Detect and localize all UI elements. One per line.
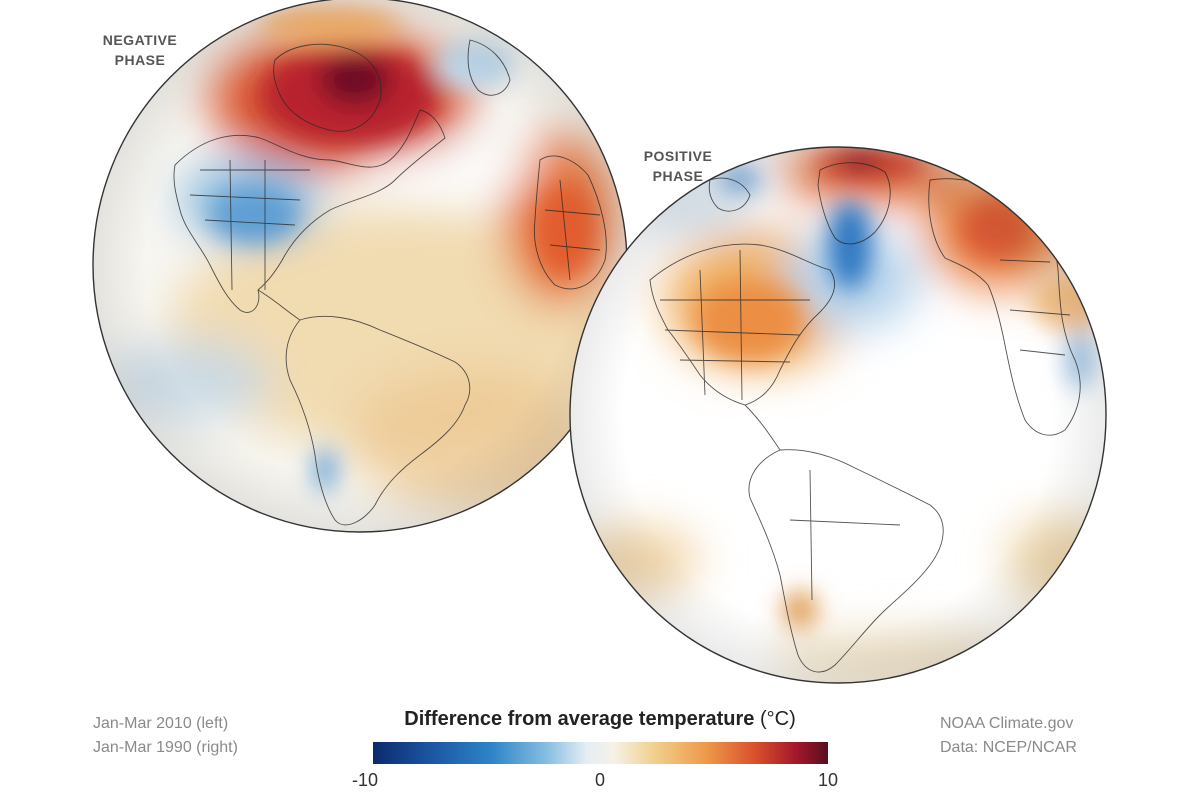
- negative-phase-globe: [92, 0, 628, 533]
- period-left-note: Jan-Mar 2010 (left): [93, 715, 229, 732]
- period-right-note: Jan-Mar 1990 (right): [93, 739, 238, 756]
- credit-note: NOAA Climate.gov: [940, 715, 1074, 732]
- legend-tick-max: 10: [817, 770, 839, 790]
- positive-phase-label-line2: PHASE: [652, 168, 704, 184]
- positive-phase-globe: [569, 146, 1107, 684]
- positive-phase-label: POSITIVE PHASE: [630, 146, 726, 186]
- legend-title-text: Difference from average temperature: [404, 708, 755, 730]
- negative-phase-label-line2: PHASE: [114, 52, 166, 68]
- period-notes: Jan-Mar 2010 (left) Jan-Mar 1990 (right): [93, 712, 238, 760]
- data-source-note: Data: NCEP/NCAR: [940, 739, 1077, 756]
- positive-phase-label-line1: POSITIVE: [643, 148, 713, 164]
- source-notes: NOAA Climate.gov Data: NCEP/NCAR: [940, 712, 1077, 760]
- legend-title: Difference from average temperature (°C): [370, 708, 830, 731]
- legend-tick-zero: 0: [594, 770, 605, 790]
- legend-tick-min: -10: [351, 770, 378, 790]
- color-scale-bar: [373, 742, 828, 764]
- negative-phase-label: NEGATIVE PHASE: [92, 30, 188, 70]
- negative-phase-label-line1: NEGATIVE: [102, 32, 178, 48]
- legend-units: (°C): [759, 708, 796, 730]
